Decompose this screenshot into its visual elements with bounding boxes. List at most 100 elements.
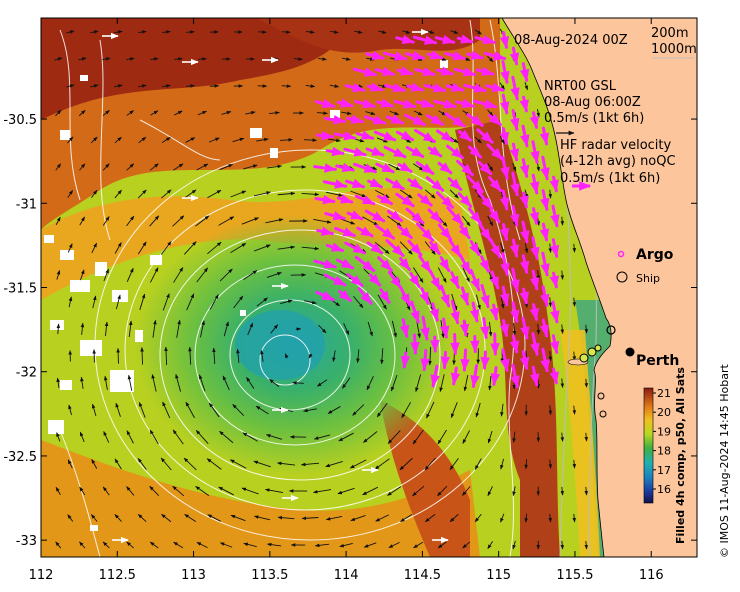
geo-arrow	[115, 294, 121, 310]
geo-arrow	[327, 406, 341, 414]
geo-arrow	[500, 458, 505, 470]
geo-arrow	[265, 434, 283, 440]
geo-arrow	[196, 541, 208, 549]
hf-arrow	[519, 350, 530, 370]
geo-arrow	[301, 246, 320, 251]
geo-arrow	[354, 30, 363, 34]
geo-arrow	[127, 374, 133, 391]
geo-arrow	[195, 215, 210, 227]
hf-arrow	[450, 299, 460, 325]
hf-arrow	[344, 178, 366, 189]
geo-arrow	[198, 57, 207, 61]
geo-arrow	[367, 321, 373, 337]
hf-arrow	[316, 226, 334, 237]
geo-arrow	[352, 404, 365, 416]
hf-arrow	[447, 177, 463, 191]
hf-arrow	[343, 147, 367, 157]
gsl-scale: 0.5m/s (1kt 6h)	[544, 111, 644, 126]
geo-arrow	[512, 162, 517, 172]
geo-arrow	[150, 110, 159, 116]
geo-arrow	[102, 486, 110, 496]
geo-arrow	[462, 430, 471, 444]
hf-arrow	[499, 285, 510, 307]
geo-arrow	[342, 377, 351, 389]
hf-arrow	[466, 113, 484, 127]
y-tick-label: -31	[16, 197, 37, 212]
hf-arrow	[450, 366, 461, 386]
hf-arrow	[520, 316, 530, 340]
hf-arrow	[529, 207, 540, 225]
geo-arrow	[312, 489, 332, 494]
hf-arrow	[499, 31, 510, 49]
hf-arrow	[376, 98, 394, 108]
geo-arrow	[388, 541, 400, 549]
geo-arrow	[67, 514, 74, 522]
hf-arrow	[439, 256, 451, 272]
hf-arrow	[510, 267, 520, 293]
hf-arrow	[434, 34, 456, 45]
geo-arrow	[114, 458, 122, 470]
hf-arrow	[440, 351, 451, 369]
geo-arrow	[230, 190, 247, 198]
geo-arrow	[149, 215, 160, 227]
hf-arrow	[539, 222, 550, 242]
geo-arrow	[524, 459, 528, 470]
argo-marker	[617, 250, 625, 258]
geo-arrow	[91, 514, 98, 522]
geo-arrow	[55, 216, 61, 226]
hf-arrow	[325, 146, 345, 157]
geo-arrow	[536, 108, 540, 118]
colorbar	[643, 387, 654, 504]
geo-arrow	[230, 242, 247, 254]
hf-arrow	[487, 176, 503, 192]
geo-arrow	[341, 111, 352, 115]
hf-arrow	[387, 270, 403, 290]
hf-arrow	[519, 191, 529, 209]
geo-arrow	[209, 294, 219, 310]
geo-arrow	[415, 374, 422, 393]
geo-arrow	[138, 401, 146, 418]
x-tick-label: 115	[486, 568, 511, 583]
geo-arrow	[487, 430, 493, 444]
geo-arrow	[218, 486, 234, 496]
geo-arrow	[362, 486, 379, 496]
hf-arrow	[374, 224, 396, 240]
hf-arrow	[428, 269, 442, 291]
hf-arrow	[530, 236, 540, 260]
geo-arrow	[195, 486, 210, 496]
hf-arrow	[366, 241, 384, 255]
geo-arrow	[462, 215, 471, 227]
geo-arrow	[584, 540, 589, 550]
x-tick-label: 116	[639, 568, 664, 583]
geo-arrow	[186, 30, 195, 34]
hf-arrow	[510, 75, 520, 101]
hf-arrow	[444, 51, 466, 61]
geo-arrow	[276, 461, 296, 466]
geo-arrow	[474, 29, 482, 35]
geo-arrow	[265, 488, 284, 494]
geo-arrow	[78, 57, 87, 61]
geo-arrow	[78, 109, 86, 117]
hf-arrow	[549, 367, 559, 385]
hf-arrow	[485, 82, 505, 93]
geo-arrow	[173, 267, 184, 283]
hf-arrow	[510, 109, 520, 131]
hf-arrow	[469, 240, 481, 256]
geo-arrow	[161, 189, 172, 199]
hf-arrow	[509, 238, 520, 258]
hf-arrow	[379, 288, 391, 304]
hf-arrow	[439, 317, 450, 339]
geo-arrow	[243, 542, 257, 548]
geo-arrow	[301, 516, 319, 521]
geo-arrow	[253, 244, 271, 252]
geo-arrow	[584, 324, 589, 334]
hf-arrow	[374, 66, 396, 77]
geo-arrow	[500, 242, 505, 254]
x-tick-label: 113	[181, 568, 206, 583]
geo-arrow	[79, 163, 86, 171]
geo-arrow	[185, 401, 195, 419]
geo-arrow	[366, 375, 374, 391]
geo-arrow	[500, 513, 505, 523]
geo-arrow	[284, 353, 289, 359]
hf-arrow	[519, 158, 530, 178]
